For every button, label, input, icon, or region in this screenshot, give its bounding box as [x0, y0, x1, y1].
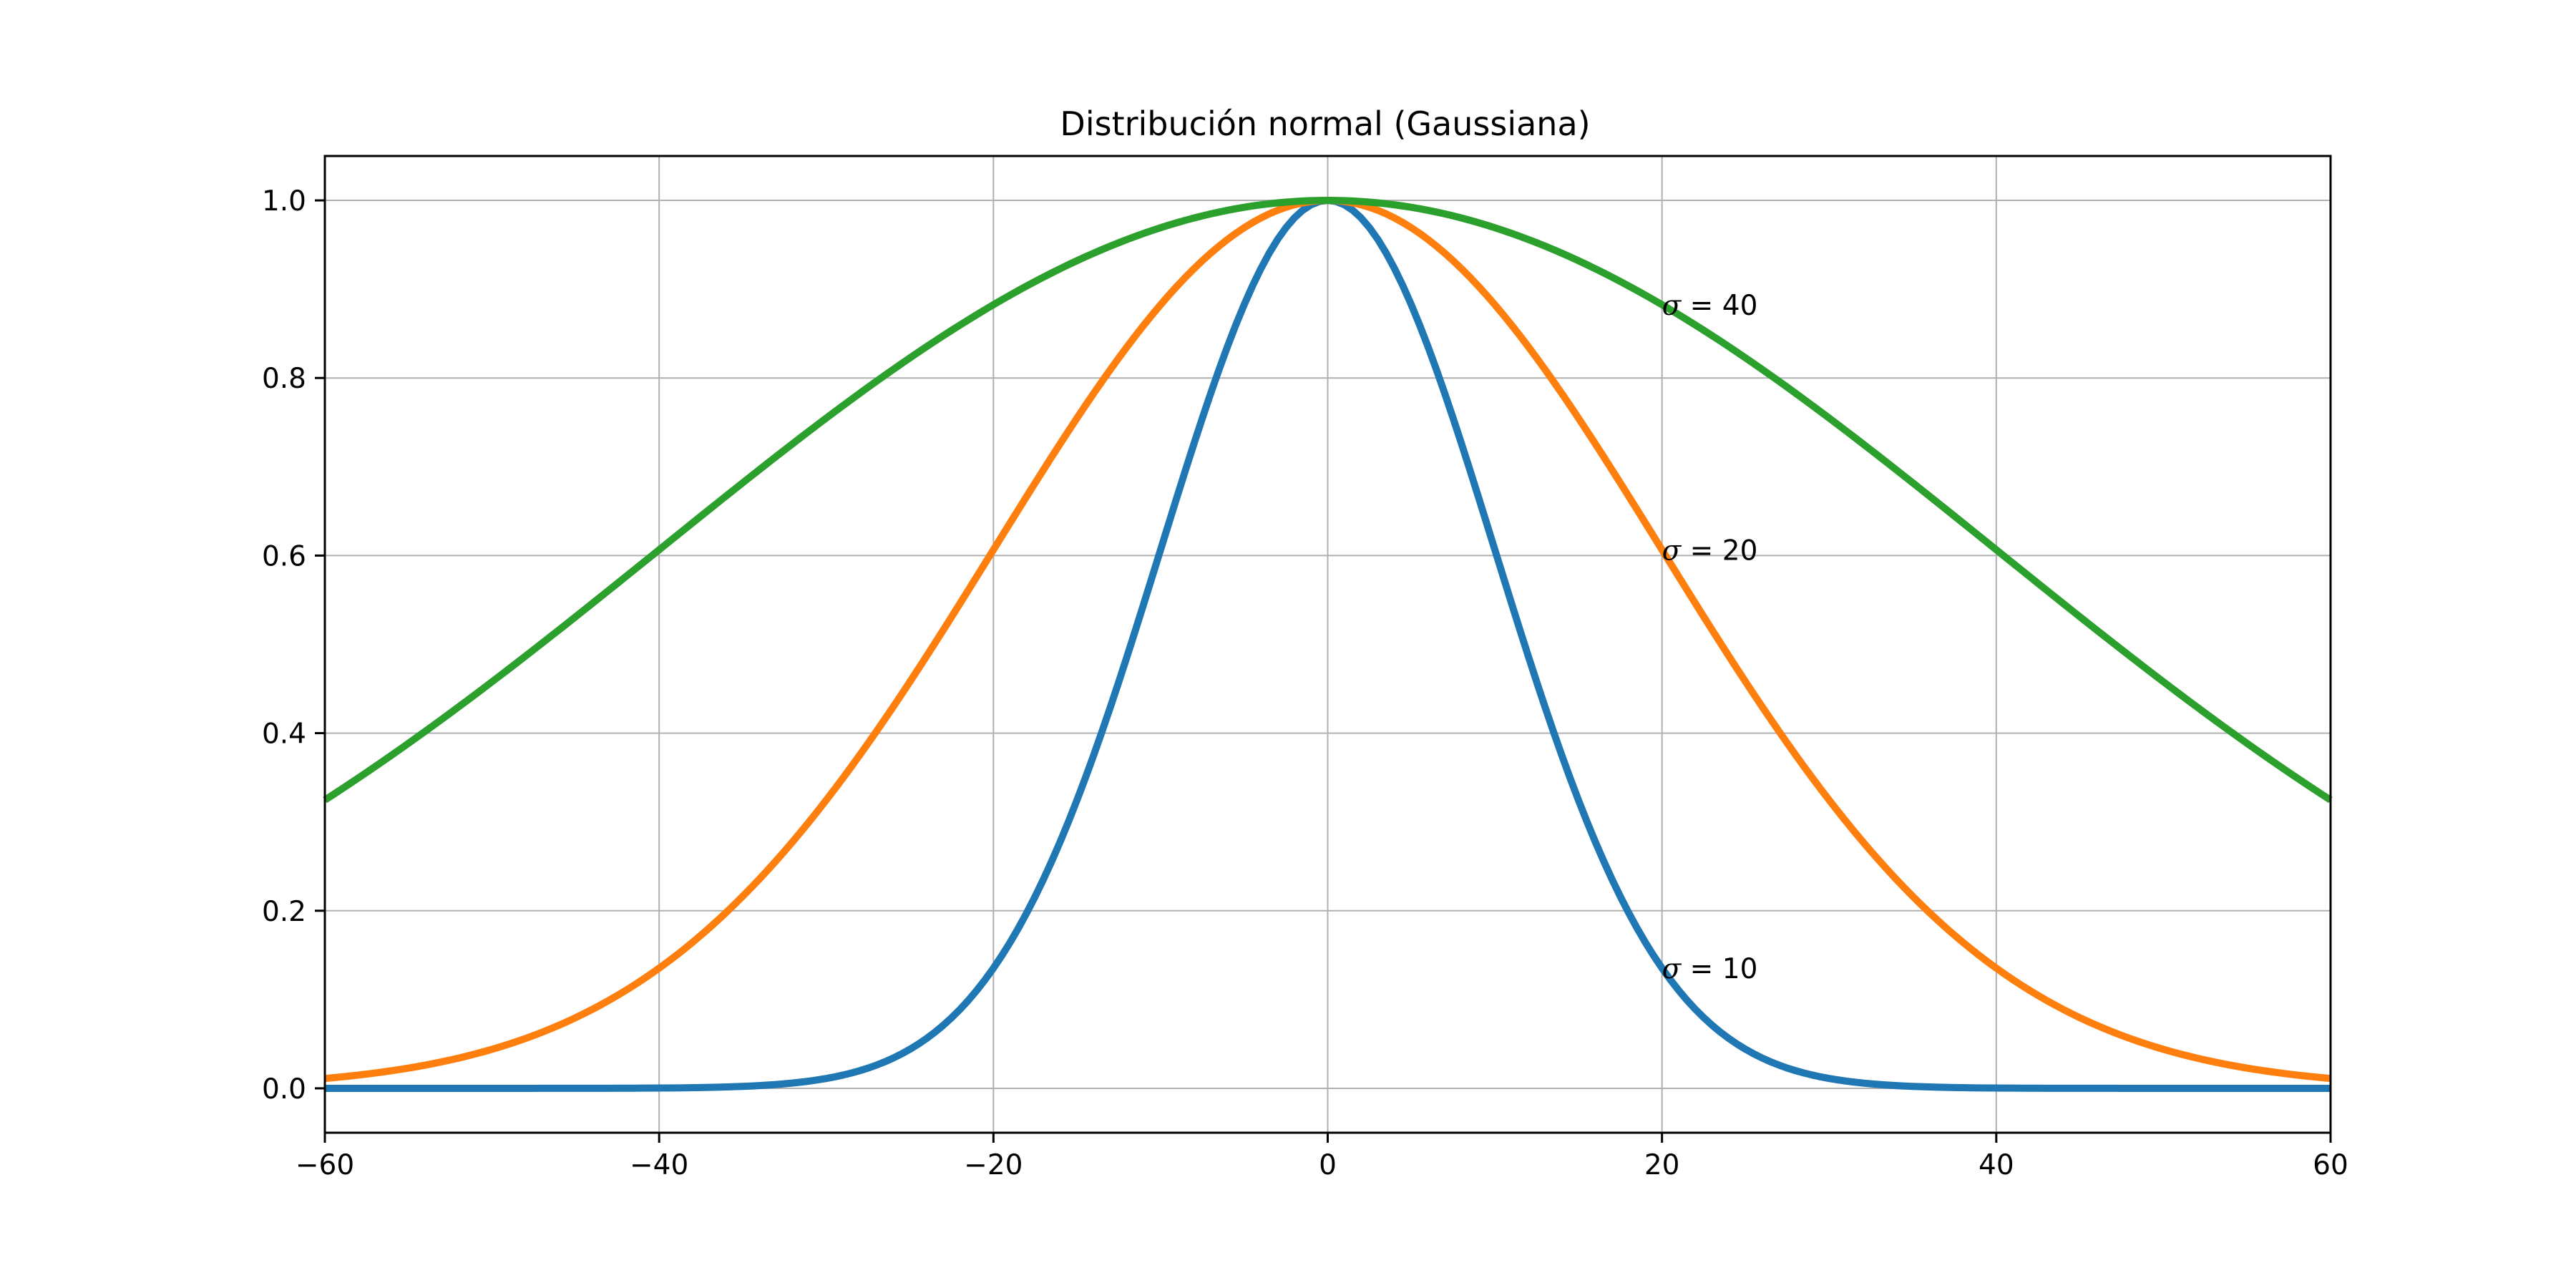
annotation-sigma-symbol-2: σ — [1662, 953, 1682, 985]
tick-marks-and-labels: −60 −40 −20 0 20 40 60 0.0 0.2 0.4 0.6 0.8 1.0 — [262, 185, 2348, 1181]
series-line-sigma-40 — [323, 197, 2333, 804]
x-tick-label-4: 20 — [1644, 1149, 1680, 1181]
series-lines — [323, 197, 2333, 1092]
x-tick-label-2: −20 — [964, 1149, 1023, 1181]
annotation-value-2: = 10 — [1681, 953, 1757, 985]
x-tick-label-6: 60 — [2313, 1149, 2348, 1181]
y-tick-label-1: 0.2 — [262, 896, 306, 928]
y-tick-label-2: 0.4 — [262, 718, 306, 751]
y-tick-label-0: 0.0 — [262, 1073, 306, 1106]
annotation-sigma-2: σ = 10 — [1662, 953, 1758, 985]
chart-title: Distribución normal (Gaussiana) — [1060, 104, 1590, 143]
x-tick-label-3: 0 — [1319, 1149, 1337, 1181]
y-tick-label-3: 0.6 — [262, 540, 306, 572]
y-tick-label-4: 0.8 — [262, 363, 306, 395]
annotation-sigma-symbol-0: σ — [1662, 290, 1682, 322]
annotation-sigma-0: σ = 40 — [1662, 290, 1758, 322]
x-tick-label-0: −60 — [296, 1149, 354, 1181]
x-tick-label-1: −40 — [630, 1149, 688, 1181]
annotation-value-0: = 40 — [1681, 290, 1757, 322]
sigma-annotations: σ = 40σ = 20σ = 10 — [1662, 290, 1758, 985]
x-tick-label-5: 40 — [1979, 1149, 2014, 1181]
annotation-sigma-1: σ = 20 — [1662, 535, 1758, 567]
y-tick-label-5: 1.0 — [262, 185, 306, 218]
annotation-sigma-symbol-1: σ — [1662, 535, 1682, 567]
annotation-value-1: = 20 — [1681, 535, 1757, 567]
